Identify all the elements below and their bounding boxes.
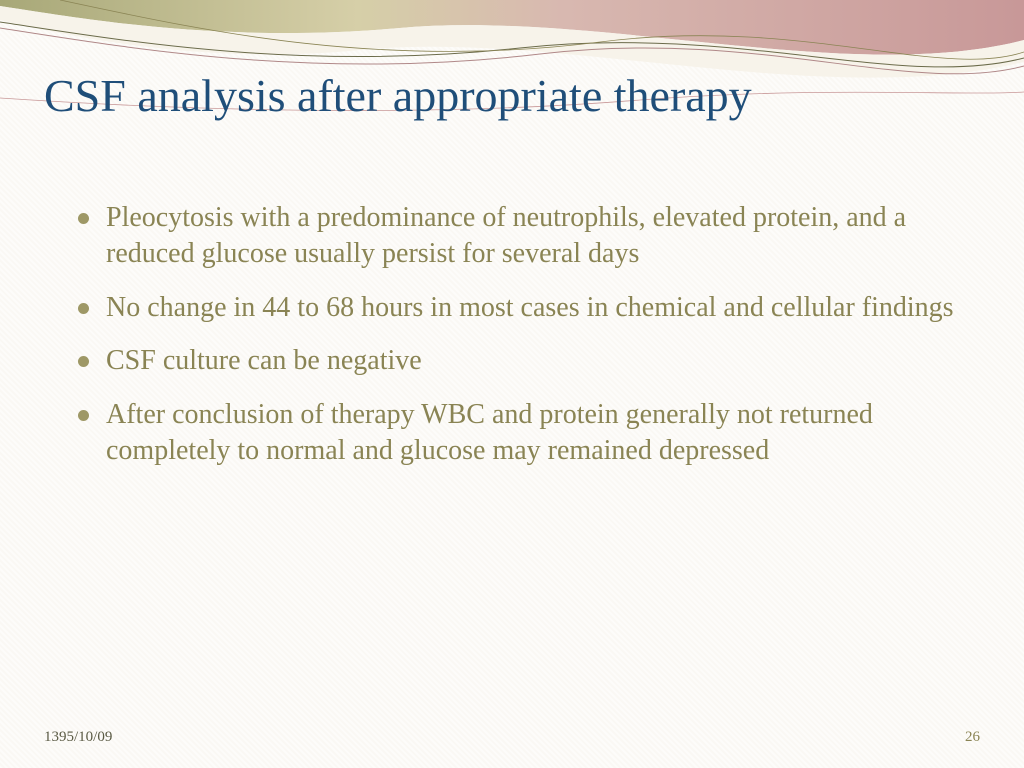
bullet-item: After conclusion of therapy WBC and prot… [72,397,964,469]
slide-title: CSF analysis after appropriate therapy [44,70,980,123]
page-number: 26 [965,729,980,746]
bullet-item: CSF culture can be negative [72,343,964,379]
bullet-list: Pleocytosis with a predominance of neutr… [72,200,964,469]
slide-title-text: CSF analysis after appropriate therapy [44,70,752,121]
slide-body: Pleocytosis with a predominance of neutr… [72,200,964,487]
bullet-item: Pleocytosis with a predominance of neutr… [72,200,964,272]
footer-date: 1395/10/09 [44,729,112,746]
bullet-item: No change in 44 to 68 hours in most case… [72,290,964,326]
slide: CSF analysis after appropriate therapy P… [0,0,1024,768]
